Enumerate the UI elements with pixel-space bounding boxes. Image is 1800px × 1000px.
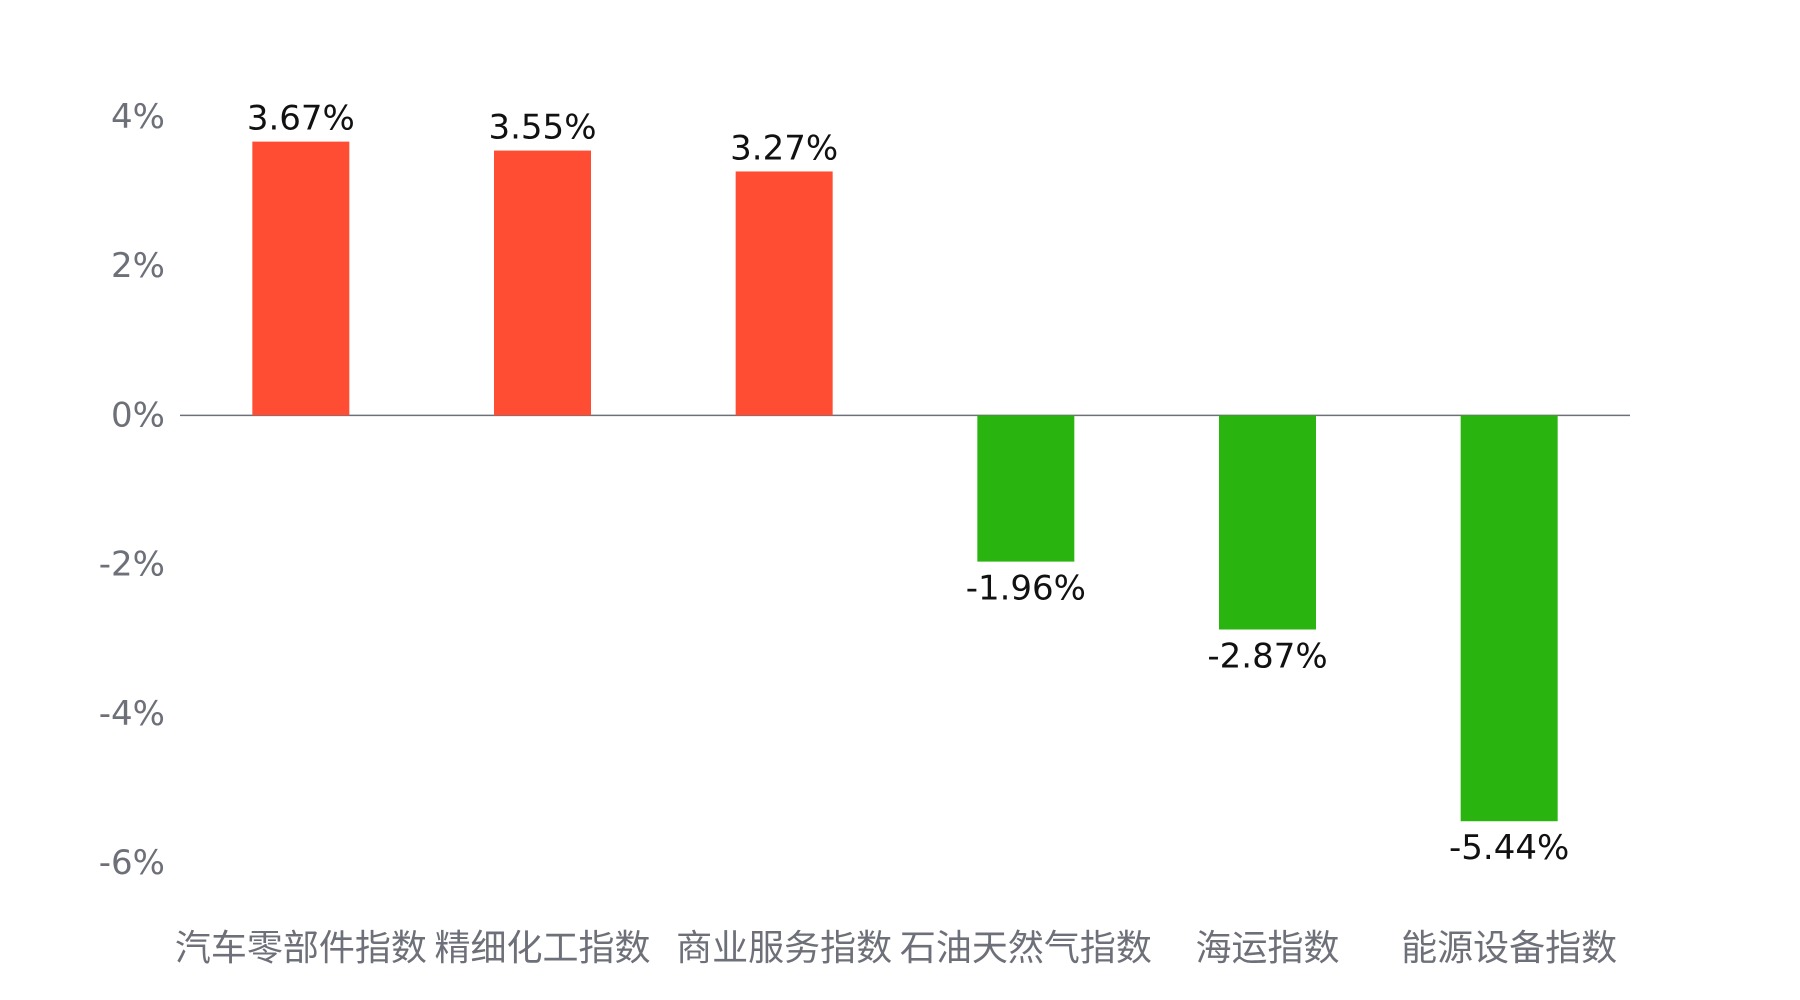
bar-value-label: -1.96% xyxy=(966,569,1086,609)
data-labels: 3.67% 3.55% 3.27% -1.96% -2.87% -5.44% xyxy=(247,99,1569,869)
bar-value-label: -5.44% xyxy=(1449,828,1569,868)
bar xyxy=(1219,415,1316,630)
y-tick-label: 4% xyxy=(111,97,165,137)
y-tick-label: -2% xyxy=(99,545,165,585)
bar-value-label: 3.27% xyxy=(730,128,838,168)
x-category-label: 商业服务指数 xyxy=(676,928,892,969)
y-tick-label: 2% xyxy=(111,246,165,286)
y-tick-label: -4% xyxy=(99,694,165,734)
x-axis-category-labels: 汽车零部件指数 精细化工指数 商业服务指数 石油天然气指数 海运指数 能源设备指数 xyxy=(175,928,1617,969)
bars xyxy=(252,141,1558,822)
bar xyxy=(1460,415,1558,822)
bar xyxy=(494,150,591,416)
x-category-label: 海运指数 xyxy=(1195,928,1339,969)
bar xyxy=(977,415,1075,562)
bar xyxy=(252,141,350,416)
bar-value-label: 3.67% xyxy=(247,99,355,139)
bar-value-label: -2.87% xyxy=(1207,637,1327,677)
y-tick-label: 0% xyxy=(111,395,165,435)
y-tick-label: -6% xyxy=(99,843,165,883)
x-category-label: 汽车零部件指数 xyxy=(175,928,427,969)
bar-value-label: 3.55% xyxy=(488,108,596,148)
x-category-label: 能源设备指数 xyxy=(1401,928,1617,969)
x-category-label: 精细化工指数 xyxy=(434,928,650,969)
x-category-label: 石油天然气指数 xyxy=(900,928,1152,969)
bar xyxy=(735,171,833,416)
y-axis-ticks: 4% 2% 0% -2% -4% -6% xyxy=(99,97,165,883)
